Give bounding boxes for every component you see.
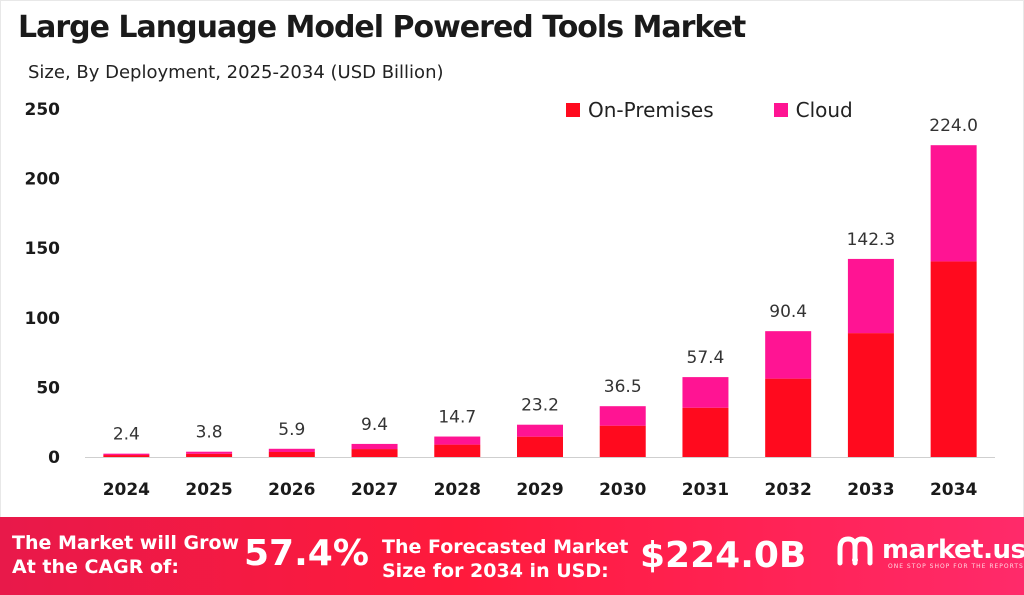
bar-on-premises-2028 [434, 444, 481, 457]
cagr-value: 57.4% [244, 533, 369, 574]
market-us-logo-icon [837, 536, 873, 566]
total-label-2033: 142.3 [847, 230, 896, 250]
y-tick-label: 0 [48, 448, 60, 468]
cagr-label-line2: At the CAGR of: [12, 556, 179, 578]
legend-swatch-cloud [773, 103, 788, 117]
x-tick-label-2032: 2032 [765, 480, 812, 500]
forecast-value: $224.0B [640, 535, 807, 576]
y-tick-label: 150 [25, 239, 61, 259]
bar-on-premises-2033 [847, 333, 894, 457]
forecast-label-line1: The Forecasted Market [382, 536, 629, 558]
total-label-2032: 90.4 [769, 302, 807, 322]
legend-swatch-on-premises [566, 103, 580, 117]
bar-on-premises-2034 [930, 261, 977, 457]
brand-name: market.us [882, 535, 1024, 565]
brand-tagline: ONE STOP SHOP FOR THE REPORTS [888, 563, 1024, 570]
bar-on-premises-2025 [186, 453, 233, 457]
x-tick-label-2029: 2029 [516, 480, 563, 500]
legend-label-on-premises: On-Premises [588, 98, 714, 122]
x-tick-label-2026: 2026 [268, 480, 315, 500]
bar-on-premises-2026 [268, 451, 315, 457]
chart-legend: On-Premises Cloud [566, 98, 853, 122]
brand: market.us [836, 533, 1024, 567]
bar-cloud-2024 [103, 453, 150, 456]
legend-item-on-premises: On-Premises [566, 98, 714, 122]
y-tick-label: 100 [25, 309, 61, 329]
bar-cloud-2029 [517, 424, 563, 437]
cagr-label-line1: The Market will Grow [12, 532, 240, 554]
chart-title: Large Language Model Powered Tools Marke… [18, 10, 746, 45]
bar-on-premises-2027 [351, 449, 398, 457]
x-tick-label-2027: 2027 [351, 480, 398, 500]
bar-cloud-2034 [930, 145, 977, 262]
total-label-2025: 3.8 [196, 423, 223, 443]
y-tick-label: 250 [25, 100, 61, 120]
total-label-2026: 5.9 [278, 420, 305, 440]
bar-on-premises-2031 [682, 407, 729, 457]
bar-cloud-2033 [847, 258, 894, 334]
x-tick-label-2030: 2030 [599, 480, 646, 500]
bar-cloud-2032 [765, 331, 812, 379]
total-label-2027: 9.4 [361, 415, 388, 435]
bar-cloud-2028 [434, 436, 481, 445]
bar-cloud-2025 [186, 451, 233, 454]
legend-item-cloud: Cloud [773, 98, 853, 122]
forecast-label-line2: Size for 2034 in USD: [382, 560, 609, 582]
bar-cloud-2030 [599, 406, 646, 426]
bar-cloud-2031 [682, 377, 729, 408]
bar-chart: 0 50 100 150 200 250 2.4 2024 3.8 2025 5.9 2026 9.4 2… [25, 100, 995, 500]
legend-label-cloud: Cloud [795, 98, 853, 122]
y-tick-label: 200 [25, 170, 61, 190]
total-label-2034: 224.0 [929, 116, 978, 136]
total-label-2024: 2.4 [113, 425, 140, 445]
x-tick-label-2033: 2033 [847, 480, 894, 500]
x-tick-label-2031: 2031 [682, 480, 729, 500]
total-label-2029: 23.2 [521, 396, 559, 416]
bar-cloud-2027 [351, 443, 398, 450]
total-label-2031: 57.4 [687, 348, 725, 368]
bar-on-premises-2029 [517, 436, 563, 457]
x-tick-label-2025: 2025 [185, 480, 232, 500]
bar-on-premises-2030 [599, 425, 646, 457]
total-label-2028: 14.7 [438, 408, 476, 428]
x-tick-label-2024: 2024 [103, 480, 150, 500]
bar-cloud-2026 [268, 448, 315, 452]
bar-on-premises-2032 [765, 378, 812, 457]
chart-subtitle: Size, By Deployment, 2025-2034 (USD Bill… [28, 62, 444, 83]
x-tick-label-2028: 2028 [434, 480, 481, 500]
bar-on-premises-2024 [103, 455, 150, 457]
y-tick-label: 50 [36, 378, 60, 398]
x-tick-label-2034: 2034 [930, 480, 977, 500]
total-label-2030: 36.5 [604, 377, 642, 397]
